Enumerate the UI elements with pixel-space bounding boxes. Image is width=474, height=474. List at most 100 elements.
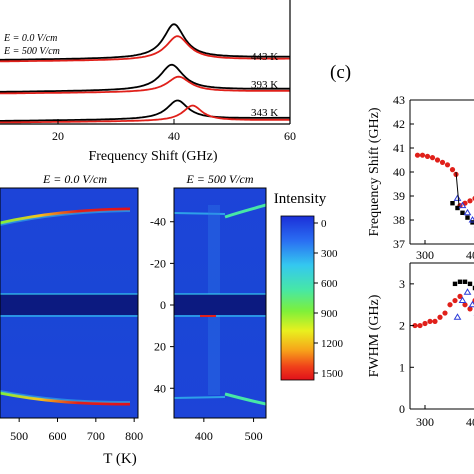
c-bottom-red-point-6 <box>442 310 448 316</box>
c-bottom-blue-point-1 <box>458 296 467 304</box>
c-bottom-red-point-5 <box>437 314 443 320</box>
c-bottom-red-point-2 <box>422 320 428 327</box>
spectrum-field500-2 <box>0 104 290 124</box>
colorbar-tick-label-0: 0 <box>321 218 327 230</box>
panel-a-legend-0: E = 0.0 V/cm <box>3 33 57 44</box>
c-top-red-point-6 <box>444 162 451 168</box>
c-top-red-point-5 <box>439 159 446 165</box>
c-bottom-blue-point-0 <box>453 313 462 320</box>
colorbar-tick-label-4: 1200 <box>321 338 344 350</box>
colorbar-title: Intensity <box>274 191 327 207</box>
panel-a-traces <box>0 23 290 124</box>
c-top-red-point-3 <box>429 155 436 161</box>
c-top-red-point-0 <box>414 152 421 158</box>
c-bottom-red-point-9 <box>457 293 463 299</box>
colorbar-tick-label-2: 600 <box>321 278 338 290</box>
c-bottom-blue-point-2 <box>463 288 472 295</box>
c-bottom-red-point-3 <box>427 318 433 324</box>
c-top-ytick-label-1: 42 <box>393 117 405 131</box>
c-bottom-ytick-label-3: 0 <box>399 402 405 416</box>
c-top-xtick-label-0: 300 <box>416 248 434 262</box>
panel-c-top-ylabel: Frequency Shift (GHz) <box>367 107 382 236</box>
panel-a: 20 40 60 E = 0.0 V/cm E = 500 V/cm 443 K 3… <box>0 0 296 164</box>
heatmap-right-frame <box>173 187 267 419</box>
c-bottom-blue-point-3 <box>468 300 474 308</box>
c-top-ytick-label-5: 38 <box>393 213 405 227</box>
c-bottom-black-point-0 <box>452 281 458 287</box>
colorbar-tick-label-3: 900 <box>321 308 338 320</box>
c-top-black-point-1 <box>455 205 460 211</box>
c-top-ytick-label-0: 43 <box>393 93 405 107</box>
panel-b-ytick-label-0: -40 <box>150 215 166 229</box>
panel-b: E = 0.0 V/cm E = 500 V/cm 500 600 700 800 <box>0 172 344 467</box>
spectrum-field0-2 <box>0 99 290 122</box>
c-bottom-red-point-11 <box>467 306 473 312</box>
c-top-ytick-label-2: 41 <box>393 141 405 155</box>
c-bottom-ytick-label-1: 2 <box>399 319 405 333</box>
panel-b-ytick-label-1: -20 <box>150 256 166 270</box>
panel-a-xtick-label-1: 40 <box>168 129 180 143</box>
c-top-black-point-0 <box>450 201 455 206</box>
c-bottom-black-point-3 <box>467 281 473 287</box>
panel-b-left-xtick-label-1: 600 <box>49 429 67 443</box>
c-top-blue-point-3 <box>468 216 474 223</box>
panel-b-right-title: E = 500 V/cm <box>185 172 253 186</box>
colorbar <box>280 215 315 381</box>
c-top-black-point-3 <box>465 215 470 220</box>
c-top-black-point-2 <box>460 210 465 215</box>
heatmap-right-band-bottom <box>224 392 266 406</box>
c-bottom-black-point-2 <box>462 279 468 284</box>
panel-b-ytick-label-4: 40 <box>154 381 166 395</box>
panel-a-temp-343: 343 K <box>251 107 278 119</box>
c-top-blue-point-1 <box>458 201 467 209</box>
panel-a-xlabel: Frequency Shift (GHz) <box>88 149 217 164</box>
c-bottom-red-point-4 <box>432 318 438 324</box>
heatmap-left-frame <box>0 187 139 419</box>
panel-c-label: (c) <box>330 62 351 83</box>
c-top-red-point-1 <box>419 152 426 158</box>
c-bottom-black-point-1 <box>457 279 463 284</box>
panel-b-ytick-label-2: 0 <box>160 298 166 312</box>
c-top-xtick-label-1: 400 <box>466 248 474 262</box>
c-top-ytick-label-3: 40 <box>393 165 405 179</box>
heatmap-right <box>174 188 266 418</box>
spectrum-field0-0 <box>0 23 290 61</box>
c-bottom-red-point-7 <box>447 302 453 308</box>
c-bottom-xtick-label-1: 400 <box>466 415 474 429</box>
heatmap-right-band-bottom-low <box>174 396 226 399</box>
c-bottom-red-point-8 <box>452 297 458 304</box>
c-top-red-point-2 <box>424 153 431 159</box>
heatmap-left-center-dark <box>0 294 138 315</box>
c-top-connector <box>455 171 460 206</box>
panel-b-right-xtick-label-1: 500 <box>245 429 263 443</box>
panel-b-right-xtick-label-0: 400 <box>195 429 213 443</box>
heatmap-right-center-dark <box>174 294 266 315</box>
panel-c-top-plot <box>414 152 474 228</box>
c-top-red-point-4 <box>434 157 441 163</box>
panel-c: (c) Frequency Shift (GHz) 43 42 41 40 39 38 37… <box>330 62 474 429</box>
panel-a-temp-393: 393 K <box>251 79 278 91</box>
panel-a-legend-1: E = 500 V/cm <box>3 46 60 57</box>
c-bottom-red-point-10 <box>462 302 468 308</box>
c-bottom-xtick-label-0: 300 <box>416 415 434 429</box>
heatmap-left-band-top-glow <box>0 210 131 226</box>
panel-b-left-xtick-label-3: 800 <box>125 429 143 443</box>
c-top-blue-point-2 <box>463 208 472 216</box>
heatmap-left-band-bottom-glow <box>0 390 131 403</box>
colorbar-tick-label-5: 1500 <box>321 368 344 380</box>
heatmap-right-band-top <box>224 203 266 219</box>
panel-b-left-title: E = 0.0 V/cm <box>42 172 107 186</box>
spectrum-field500-1 <box>0 75 290 95</box>
panel-c-bottom-ylabel: FWHM (GHz) <box>367 294 382 377</box>
colorbar-tick-label-1: 300 <box>321 248 338 260</box>
c-top-red-point-11 <box>467 198 473 204</box>
c-top-ytick-label-6: 37 <box>393 237 405 251</box>
heatmap-left-band-bottom <box>0 391 131 406</box>
panel-b-left-xtick-label-2: 700 <box>87 429 105 443</box>
c-bottom-ytick-label-2: 1 <box>399 360 405 374</box>
c-bottom-red-point-0 <box>412 322 418 329</box>
heatmap-left-band-top <box>0 207 131 225</box>
panel-b-xlabel: T (K) <box>103 451 136 467</box>
panel-a-temp-443: 443 K <box>251 51 278 63</box>
